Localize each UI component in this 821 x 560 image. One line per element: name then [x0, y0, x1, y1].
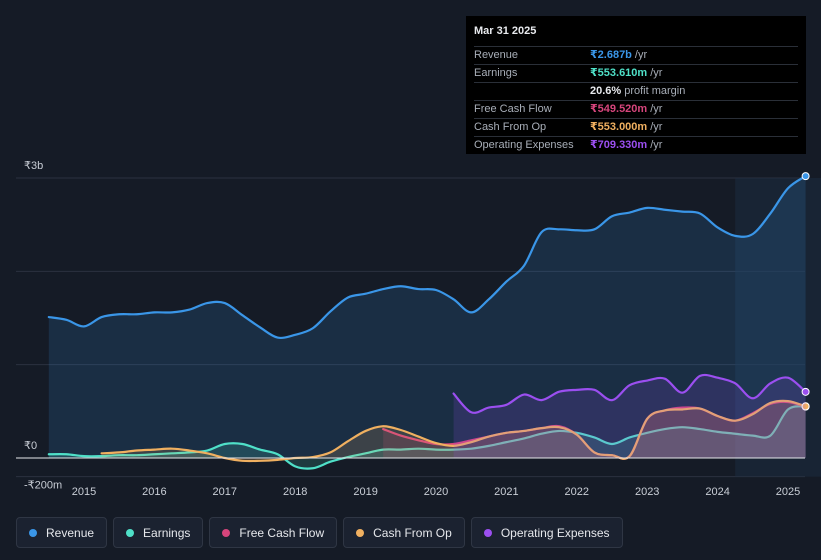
tooltip-value: ₹553.000m — [590, 121, 648, 133]
series-endpoint-operating-expenses — [801, 387, 810, 396]
series-line-revenue — [47, 175, 807, 340]
legend-dot-icon — [356, 528, 365, 537]
tooltip-label — [474, 83, 590, 100]
tooltip-value: ₹549.520m — [590, 103, 648, 115]
tooltip-value: ₹553.610m — [590, 67, 648, 79]
legend-item-earnings[interactable]: Earnings — [113, 517, 204, 548]
series-endpoint-cash-from-op — [801, 402, 810, 411]
legend-dot-icon — [222, 528, 231, 537]
legend-item-free-cash-flow[interactable]: Free Cash Flow — [209, 517, 338, 548]
tooltip-row-revenue: Revenue ₹2.687b /yr — [474, 47, 798, 65]
tooltip-value: ₹2.687b — [590, 49, 632, 61]
chart-legend: Revenue Earnings Free Cash Flow Cash Fro… — [16, 517, 623, 550]
series-line-earnings — [47, 405, 807, 470]
legend-dot-icon — [126, 528, 135, 537]
chart-plot-area[interactable]: ₹3b ₹0 -₹200m 2015 2016 2017 2018 2019 2020 2021 2… — [0, 0, 821, 515]
series-area-operating-expenses — [453, 374, 806, 458]
tooltip-unit: /yr — [650, 139, 663, 151]
legend-item-operating-expenses[interactable]: Operating Expenses — [470, 517, 623, 548]
tooltip-row-free-cash-flow: Free Cash Flow ₹549.520m /yr — [474, 101, 798, 119]
x-tick-label: 2018 — [283, 486, 307, 498]
legend-label: Earnings — [143, 525, 191, 540]
x-tick-label: 2015 — [72, 486, 96, 498]
legend-label: Revenue — [46, 525, 95, 540]
tooltip-unit: /yr — [650, 121, 663, 133]
tooltip-row-cash-from-op: Cash From Op ₹553.000m /yr — [474, 119, 798, 137]
x-tick-label: 2022 — [565, 486, 589, 498]
series-area-revenue — [48, 176, 806, 458]
tooltip-label: Cash From Op — [474, 121, 547, 133]
y-tick-label: -₹200m — [24, 480, 62, 492]
tooltip-label: Operating Expenses — [474, 139, 574, 151]
x-tick-label: 2024 — [705, 486, 729, 498]
tooltip-label: Free Cash Flow — [474, 103, 552, 115]
x-tick-label: 2016 — [142, 486, 166, 498]
chart-tooltip: Mar 31 2025 Revenue ₹2.687b /yr Earnings… — [466, 16, 806, 154]
series-line-cash-from-op — [100, 399, 807, 463]
tooltip-row-operating-expenses: Operating Expenses ₹709.330m /yr — [474, 137, 798, 154]
x-tick-label: 2017 — [213, 486, 237, 498]
legend-item-revenue[interactable]: Revenue — [16, 517, 108, 548]
y-tick-label: ₹0 — [24, 440, 37, 452]
legend-label: Operating Expenses — [500, 525, 610, 540]
series-endpoint-revenue — [801, 172, 810, 181]
tooltip-value: ₹709.330m — [590, 139, 648, 151]
legend-item-cash-from-op[interactable]: Cash From Op — [343, 517, 465, 548]
series-line-operating-expenses — [452, 373, 807, 414]
x-tick-label: 2021 — [494, 486, 518, 498]
tooltip-row-profit-margin: 20.6% profit margin — [474, 83, 798, 101]
legend-dot-icon — [29, 528, 37, 537]
x-tick-label: 2025 — [776, 486, 800, 498]
y-tick-label: ₹3b — [24, 160, 43, 172]
legend-label: Free Cash Flow — [239, 525, 325, 540]
series-area-earnings — [48, 406, 806, 469]
x-tick-label: 2020 — [424, 486, 448, 498]
tooltip-unit: profit margin — [624, 85, 686, 97]
legend-label: Cash From Op — [373, 525, 452, 540]
tooltip-date: Mar 31 2025 — [474, 24, 798, 47]
x-tick-label: 2023 — [635, 486, 659, 498]
tooltip-value: 20.6% — [590, 85, 622, 97]
tooltip-unit: /yr — [634, 49, 648, 61]
tooltip-row-earnings: Earnings ₹553.610m /yr — [474, 65, 798, 83]
tooltip-label: Revenue — [474, 49, 519, 61]
tooltip-label: Earnings — [474, 67, 518, 79]
series-area-cash-from-op — [101, 400, 806, 462]
x-tick-label: 2019 — [353, 486, 377, 498]
tooltip-unit: /yr — [650, 103, 663, 115]
legend-dot-icon — [483, 528, 492, 537]
tooltip-unit: /yr — [650, 67, 663, 79]
series-area-free-cash-flow — [383, 401, 806, 459]
